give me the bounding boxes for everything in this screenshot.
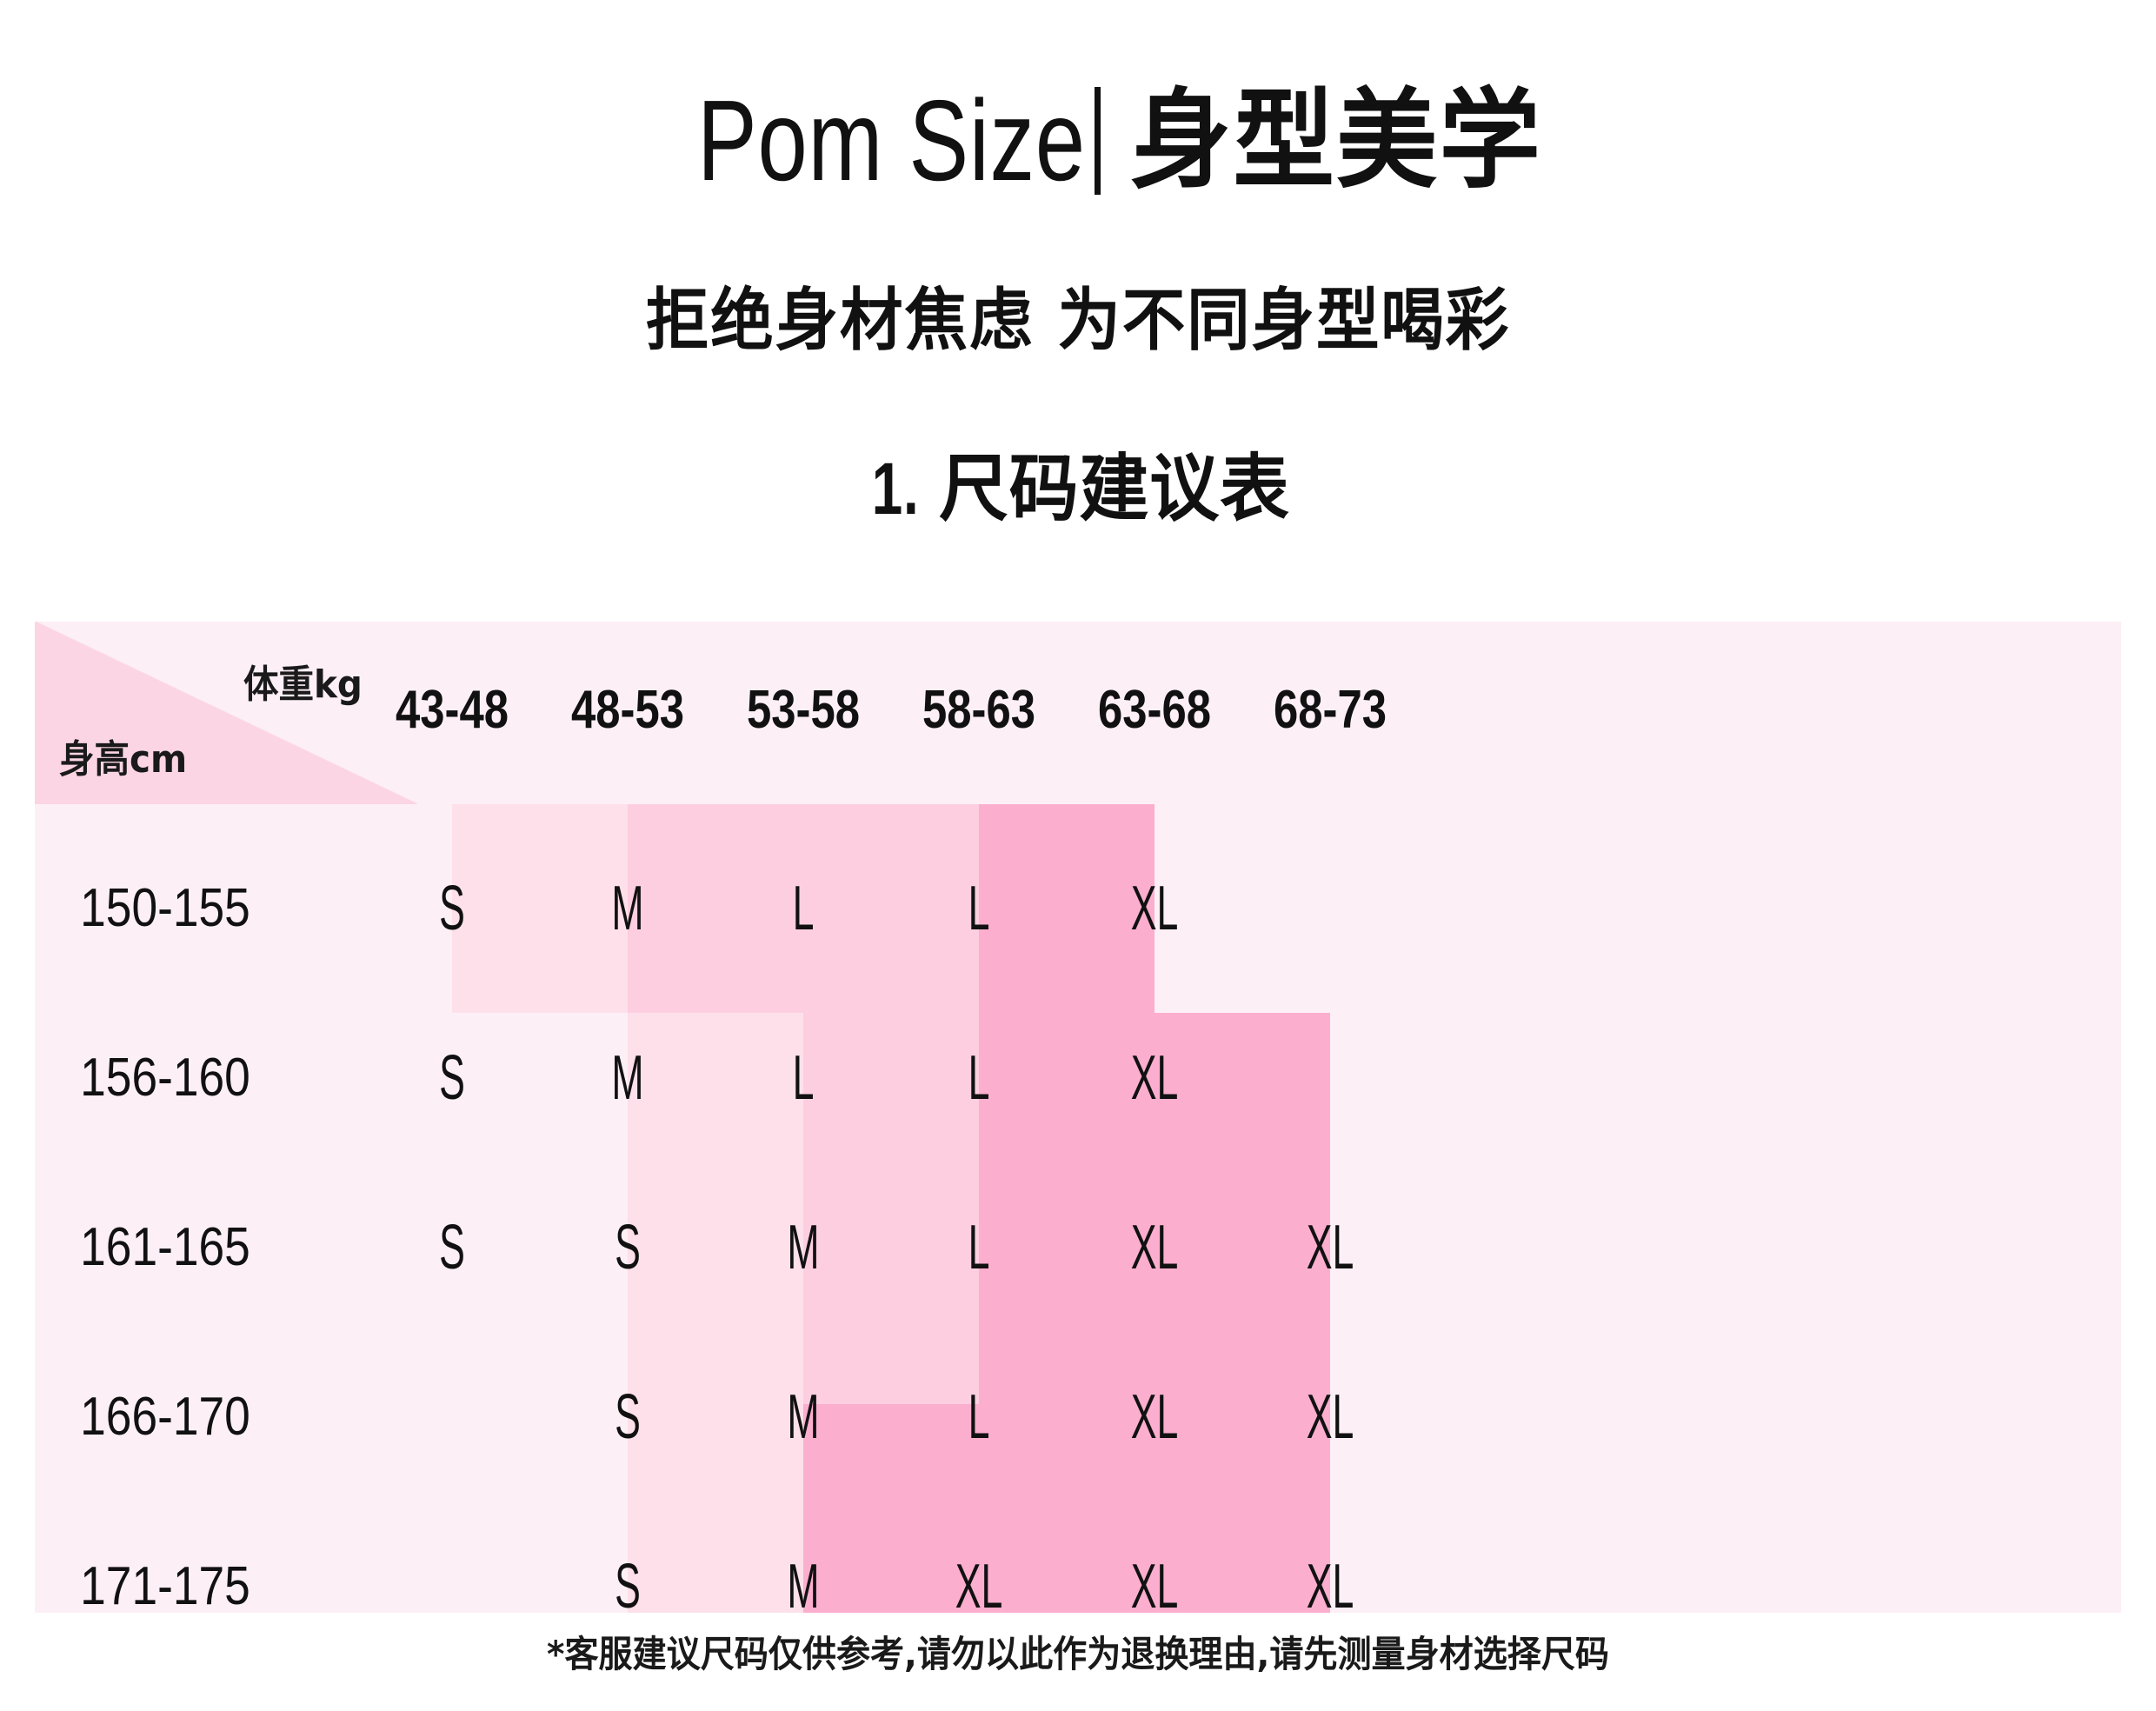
size-cell: XL bbox=[1130, 1043, 1179, 1113]
column-header-3: 58-63 bbox=[922, 680, 1036, 740]
row-header-3: 166-170 bbox=[80, 1387, 250, 1447]
row-header-0: 150-155 bbox=[80, 878, 250, 938]
size-cell: XL bbox=[1306, 1382, 1354, 1452]
size-cell bbox=[1276, 856, 1384, 961]
row-header-2: 161-165 bbox=[80, 1217, 250, 1277]
size-cell: L bbox=[968, 1043, 990, 1113]
size-cell: L bbox=[792, 1043, 815, 1113]
size-cell: XL bbox=[1130, 1382, 1179, 1452]
size-cell: XL bbox=[955, 1552, 1003, 1613]
column-header-4: 63-68 bbox=[1097, 680, 1212, 740]
page-subtitle: 拒绝身材焦虑 为不同身型喝彩 bbox=[645, 282, 1511, 360]
size-cell: XL bbox=[1130, 874, 1179, 943]
column-header-2: 53-58 bbox=[746, 680, 861, 740]
size-cell: L bbox=[968, 1382, 990, 1452]
shade-band-m bbox=[452, 804, 628, 1013]
shade-band-xl-col5 bbox=[979, 804, 1155, 1013]
size-cell: S bbox=[615, 1213, 641, 1282]
size-cell: S bbox=[439, 1213, 465, 1282]
size-cell bbox=[398, 1535, 506, 1613]
column-header-1: 48-53 bbox=[570, 680, 685, 740]
size-cell: L bbox=[968, 874, 990, 943]
size-cell: M bbox=[611, 1043, 644, 1113]
size-cell: L bbox=[792, 874, 815, 943]
size-cell: S bbox=[439, 1043, 465, 1113]
corner-diagonal bbox=[35, 622, 417, 804]
shade-band-col6-faint bbox=[1155, 804, 1330, 1013]
column-header-5: 68-73 bbox=[1273, 680, 1387, 740]
size-cell: S bbox=[615, 1382, 641, 1452]
size-cell: S bbox=[439, 874, 465, 943]
size-cell bbox=[1276, 1026, 1384, 1130]
size-cell bbox=[398, 1365, 506, 1469]
column-header-0: 43-48 bbox=[395, 680, 509, 740]
shade-band-l-tail bbox=[628, 1404, 803, 1613]
size-cell: XL bbox=[1130, 1213, 1179, 1282]
weight-axis-label: 体重kg bbox=[243, 662, 363, 707]
row-header-4: 171-175 bbox=[80, 1556, 250, 1613]
size-cell: M bbox=[611, 874, 644, 943]
disclaimer-note: *客服建议尺码仅供参考,请勿以此作为退换理由,请先测量身材选择尺码 bbox=[547, 1633, 1609, 1675]
size-cell: M bbox=[787, 1382, 820, 1452]
page-title: Pom Size 身型美学 bbox=[0, 83, 2156, 198]
size-cell: S bbox=[615, 1552, 641, 1613]
title-chinese: 身型美学 bbox=[1129, 78, 1542, 203]
size-cell: M bbox=[787, 1552, 820, 1613]
section-heading: 1. 尺码建议表 bbox=[54, 452, 2102, 525]
height-axis-label: 身高cm bbox=[59, 737, 188, 782]
section-title: 尺码建议表 bbox=[938, 446, 1290, 531]
shade-band-l-upper bbox=[628, 804, 979, 1013]
size-cell: XL bbox=[1306, 1213, 1354, 1282]
title-divider-bar bbox=[1094, 87, 1101, 195]
size-cell: M bbox=[787, 1213, 820, 1282]
size-table: 体重kg 身高cm 43-48 48-53 53-58 58-63 63-68 … bbox=[35, 622, 2121, 1613]
shade-band-l-mid bbox=[803, 1013, 979, 1404]
section-number: 1. bbox=[872, 448, 920, 529]
title-english: Pom Size bbox=[697, 77, 1086, 204]
shade-band-xl-block bbox=[979, 1013, 1330, 1404]
shade-band-xl-bottom bbox=[803, 1404, 1330, 1613]
size-cell: XL bbox=[1306, 1552, 1354, 1613]
size-cell: XL bbox=[1130, 1552, 1179, 1613]
size-cell: L bbox=[968, 1213, 990, 1282]
row-header-1: 156-160 bbox=[80, 1048, 250, 1108]
shade-band-l-lower bbox=[628, 1013, 803, 1404]
